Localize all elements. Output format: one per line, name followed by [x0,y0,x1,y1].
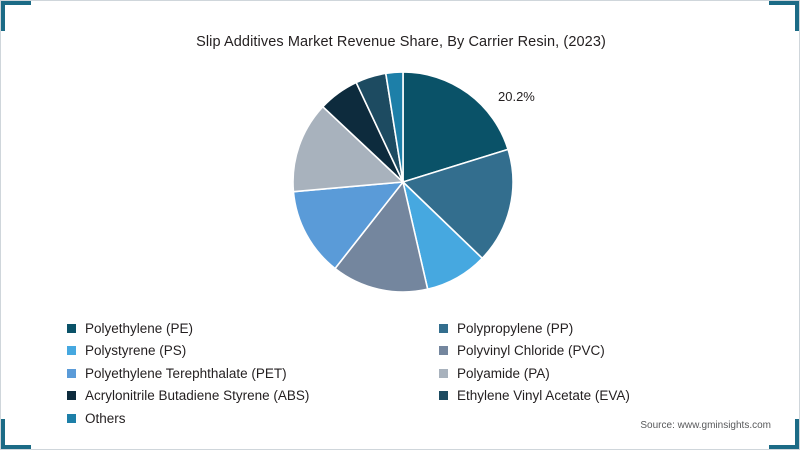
pie-slice[interactable] [334,181,429,293]
legend-swatch-icon [67,323,76,333]
pie-slice[interactable] [402,71,509,183]
legend-item-label: Ethylene Vinyl Acetate (EVA) [457,388,630,403]
legend-item-label: Polystyrene (PS) [85,343,187,358]
legend-swatch-icon [67,346,76,356]
corner-accent-bottom-right [769,419,799,449]
legend-item[interactable]: Ethylene Vinyl Acetate (EVA) [439,385,759,408]
legend-item[interactable]: Polypropylene (PP) [439,317,759,340]
legend-item[interactable]: Polyamide (PA) [439,362,759,385]
corner-accent-top-left [1,1,31,31]
legend-item[interactable]: Acrylonitrile Butadiene Styrene (ABS) [67,385,427,408]
corner-accent-top-right [769,1,799,31]
source-attribution: Source: www.gminsights.com [640,420,771,431]
legend-item-label: Polyethylene (PE) [85,320,194,336]
legend-item-label: Others [85,410,126,426]
pie-chart [292,71,514,293]
legend-item[interactable]: Polyvinyl Chloride (PVC) [439,340,759,363]
legend-item[interactable]: Polystyrene (PS) [67,340,427,363]
legend-swatch-icon [67,391,76,401]
pie-data-label-pe: 20.2% [498,89,535,104]
legend-swatch-icon [67,368,76,378]
pie-chart-svg [292,71,514,293]
pie-slice[interactable] [402,148,514,260]
pie-slice[interactable] [292,105,404,193]
legend-column-right: Polypropylene (PP) Polyvinyl Chloride (PV… [439,317,759,407]
legend-item-label: Polyamide (PA) [457,365,550,381]
chart-title: Slip Additives Market Revenue Share, By … [196,34,606,50]
legend-item[interactable]: Polyethylene Terephthalate (PET) [67,362,427,385]
legend-column-left: Polyethylene (PE) Polystyrene (PS) Polyeth… [67,317,427,430]
pie-slice[interactable] [384,71,404,183]
legend-swatch-icon [439,391,448,401]
legend-swatch-icon [439,346,448,356]
legend-swatch-icon [439,368,448,378]
pie-slice-group [292,71,514,293]
legend-item[interactable]: Polyethylene (PE) [67,317,427,340]
legend-item-label: Acrylonitrile Butadiene Styrene (ABS) [85,388,310,403]
legend-item-label: Polyethylene Terephthalate (PET) [85,365,287,381]
corner-accent-bottom-left [1,419,31,449]
legend-item-label: Polypropylene (PP) [457,320,574,336]
legend-item-label: Polyvinyl Chloride (PVC) [457,343,605,358]
pie-slice[interactable] [292,181,404,270]
legend-swatch-icon [439,323,448,333]
legend-swatch-icon [67,413,76,423]
legend-item[interactable]: Others [67,407,427,430]
